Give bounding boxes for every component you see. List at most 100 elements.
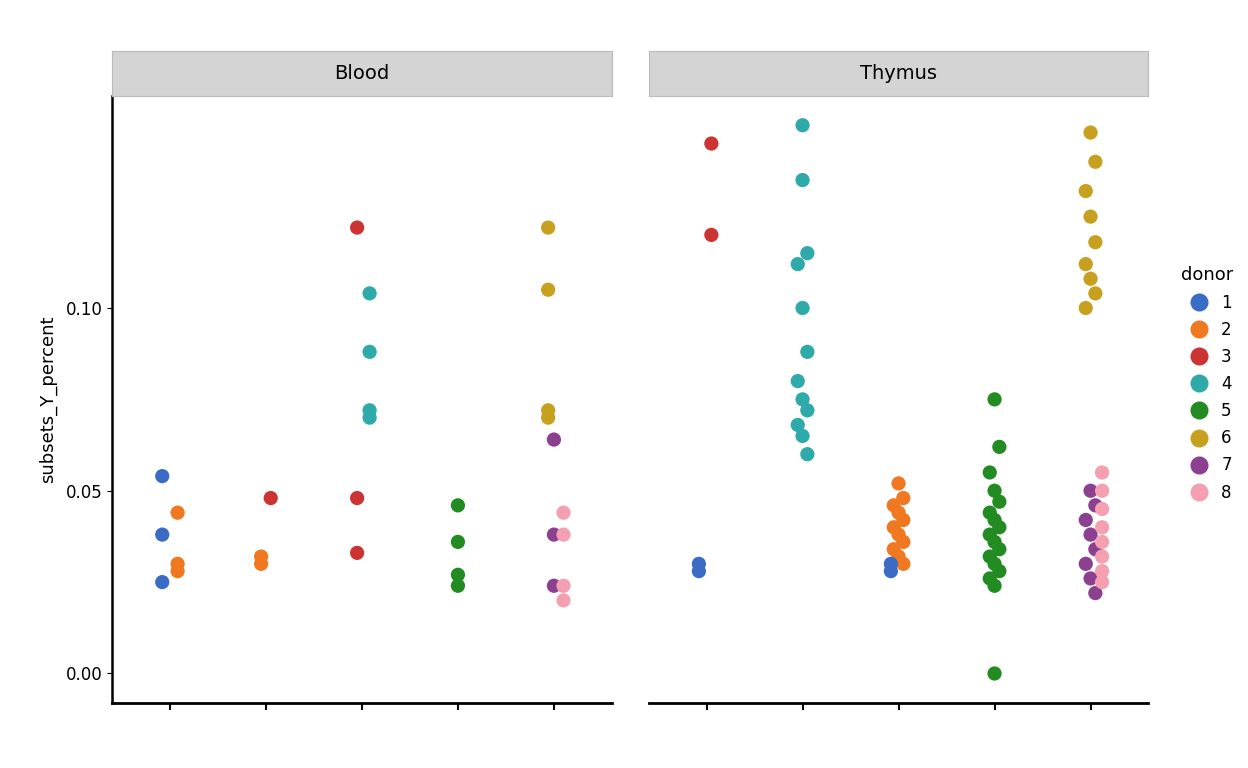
Point (544, 528, 564, 541)
Point (359, 404, 379, 416)
Point (538, 221, 558, 233)
Point (792, 430, 812, 442)
Point (689, 565, 709, 578)
Point (1092, 551, 1112, 563)
Point (359, 346, 379, 358)
Point (448, 568, 468, 581)
Text: Thymus: Thymus (860, 65, 937, 83)
Point (152, 528, 172, 541)
Point (251, 558, 271, 570)
Point (1081, 572, 1101, 584)
Point (881, 558, 901, 570)
Point (894, 536, 914, 548)
Point (261, 492, 281, 504)
Point (787, 258, 807, 270)
Point (787, 375, 807, 387)
Point (985, 558, 1005, 570)
Point (985, 536, 1005, 548)
Point (347, 547, 367, 559)
Point (448, 499, 468, 511)
Point (1092, 466, 1112, 478)
Point (990, 543, 1010, 555)
Legend: 1, 2, 3, 4, 5, 6, 7, 8: 1, 2, 3, 4, 5, 6, 7, 8 (1181, 266, 1233, 502)
Point (554, 580, 574, 592)
Point (990, 495, 1010, 508)
Point (980, 466, 1000, 478)
Point (1086, 236, 1106, 248)
Point (797, 448, 817, 460)
Point (554, 528, 574, 541)
Point (167, 558, 187, 570)
Point (448, 536, 468, 548)
Point (792, 393, 812, 406)
Point (544, 433, 564, 445)
Point (894, 558, 914, 570)
Point (980, 528, 1000, 541)
Point (980, 572, 1000, 584)
Point (152, 576, 172, 588)
Point (359, 287, 379, 300)
Point (884, 521, 904, 534)
Point (554, 507, 574, 519)
Text: Blood: Blood (334, 65, 389, 83)
Point (797, 247, 817, 260)
Point (1092, 565, 1112, 578)
Point (985, 485, 1005, 497)
Point (359, 412, 379, 424)
Point (980, 507, 1000, 519)
Point (985, 580, 1005, 592)
Point (1092, 576, 1112, 588)
Point (1092, 503, 1112, 515)
Point (1081, 528, 1101, 541)
Point (1081, 273, 1101, 285)
Point (167, 565, 187, 578)
Point (448, 580, 468, 592)
Point (797, 346, 817, 358)
Point (792, 302, 812, 314)
Point (889, 528, 909, 541)
Point (538, 404, 558, 416)
Point (347, 492, 367, 504)
Point (152, 470, 172, 482)
Point (1092, 536, 1112, 548)
Point (347, 221, 367, 233)
Point (544, 580, 564, 592)
Point (1076, 185, 1096, 197)
Point (1076, 514, 1096, 526)
Point (881, 565, 901, 578)
Point (538, 412, 558, 424)
Point (1076, 558, 1096, 570)
Point (689, 558, 709, 570)
Point (787, 419, 807, 431)
Point (985, 514, 1005, 526)
Point (167, 507, 187, 519)
Point (884, 543, 904, 555)
Point (889, 507, 909, 519)
Point (889, 551, 909, 563)
Point (1086, 543, 1106, 555)
Point (554, 594, 574, 607)
Point (990, 441, 1010, 453)
Point (1081, 485, 1101, 497)
Y-axis label: subsets_Y_percent: subsets_Y_percent (39, 316, 57, 483)
Point (980, 551, 1000, 563)
Point (1086, 156, 1106, 168)
Point (701, 137, 721, 150)
Point (1081, 127, 1101, 139)
Point (797, 404, 817, 416)
Point (1086, 499, 1106, 511)
Point (1092, 521, 1112, 534)
Point (792, 119, 812, 131)
Point (985, 393, 1005, 406)
Point (1086, 287, 1106, 300)
Point (990, 565, 1010, 578)
Point (251, 551, 271, 563)
Point (1086, 587, 1106, 599)
Point (894, 514, 914, 526)
Point (990, 521, 1010, 534)
Point (894, 492, 914, 504)
Point (1076, 258, 1096, 270)
Point (1076, 302, 1096, 314)
Point (792, 174, 812, 186)
Point (985, 667, 1005, 680)
